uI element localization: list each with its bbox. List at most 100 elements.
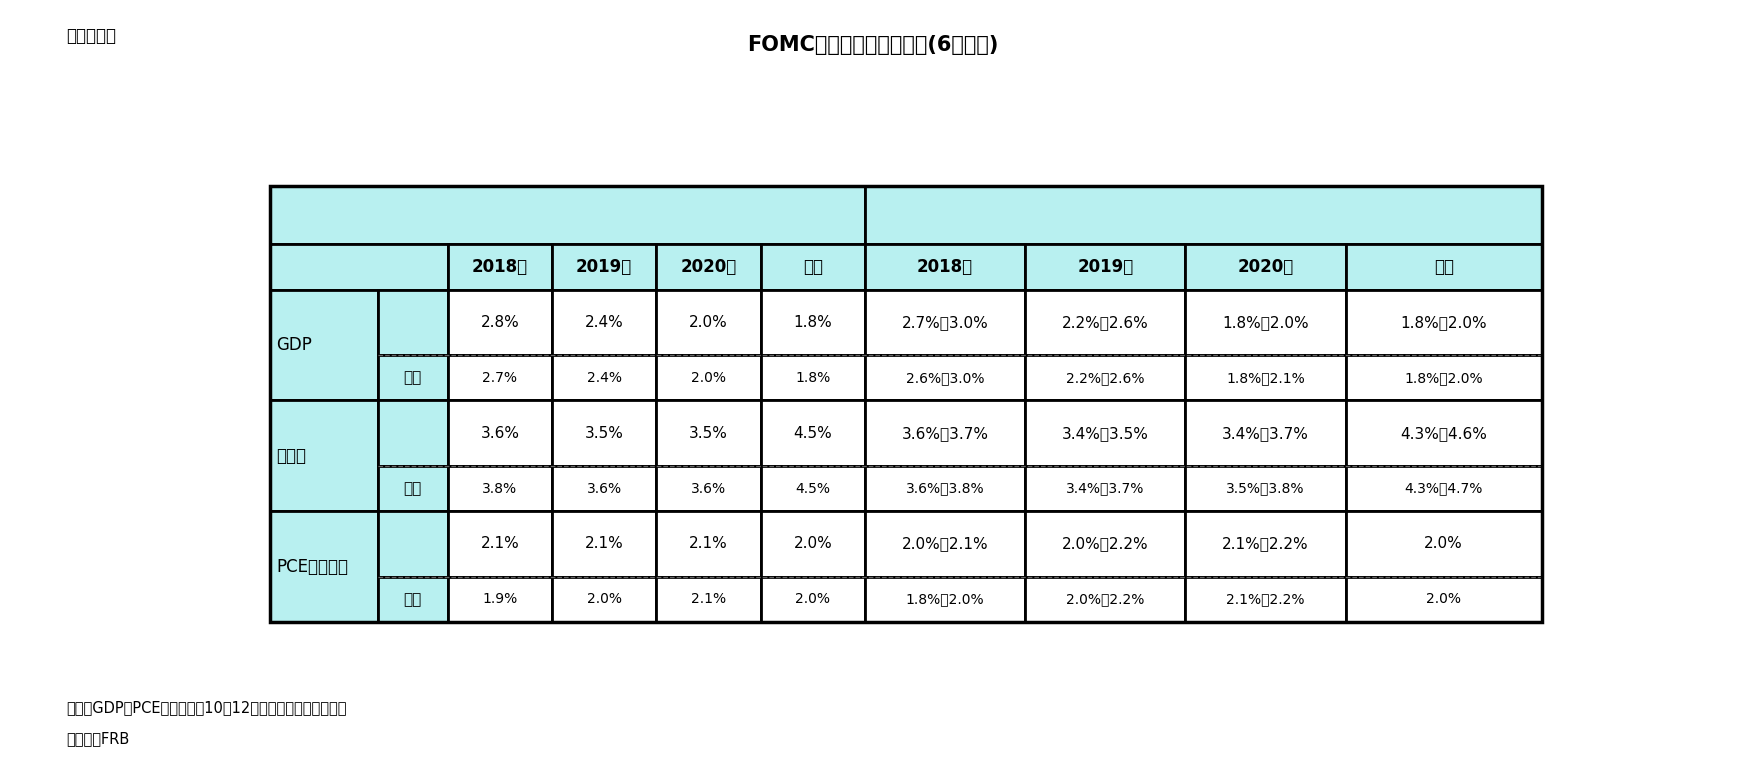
- Text: 2.2%－2.6%: 2.2%－2.6%: [1062, 315, 1149, 330]
- Bar: [1186, 289, 1346, 355]
- Text: 3.4%－3.7%: 3.4%－3.7%: [1067, 482, 1145, 496]
- Text: 3.6%: 3.6%: [480, 426, 519, 441]
- Text: 長期: 長期: [1433, 258, 1454, 276]
- Bar: [1025, 511, 1186, 577]
- Bar: [552, 400, 656, 466]
- Bar: [1186, 511, 1346, 577]
- Text: 3.5%: 3.5%: [585, 426, 623, 441]
- Text: 2.8%: 2.8%: [480, 315, 519, 330]
- Text: 1.8%－2.0%: 1.8%－2.0%: [1404, 371, 1482, 385]
- Bar: [447, 466, 552, 511]
- Bar: [864, 511, 1025, 577]
- Text: 1.9%: 1.9%: [482, 592, 517, 606]
- Bar: [377, 289, 447, 355]
- Text: 4.3%－4.7%: 4.3%－4.7%: [1404, 482, 1482, 496]
- Bar: [269, 185, 864, 244]
- Text: 2.0%: 2.0%: [794, 592, 831, 606]
- Bar: [864, 244, 1025, 289]
- Text: 3.5%－3.8%: 3.5%－3.8%: [1226, 482, 1304, 496]
- Bar: [1025, 577, 1186, 622]
- Text: 2018年: 2018年: [917, 258, 973, 276]
- Bar: [656, 244, 761, 289]
- Bar: [1346, 244, 1542, 289]
- Bar: [864, 185, 1542, 244]
- Bar: [447, 511, 552, 577]
- Bar: [552, 355, 656, 400]
- Text: （注）GDPとPCE価格指数は10－12月期の前年同期比伸び率: （注）GDPとPCE価格指数は10－12月期の前年同期比伸び率: [66, 700, 347, 715]
- Bar: [1186, 355, 1346, 400]
- Text: 2.1%: 2.1%: [691, 592, 726, 606]
- Bar: [864, 355, 1025, 400]
- Bar: [447, 355, 552, 400]
- Text: 2.0%: 2.0%: [691, 371, 726, 385]
- Text: 1.8%－2.0%: 1.8%－2.0%: [906, 592, 985, 606]
- Bar: [1025, 289, 1186, 355]
- Text: （資料）FRB: （資料）FRB: [66, 731, 129, 746]
- Bar: [761, 355, 864, 400]
- Bar: [269, 244, 447, 289]
- Bar: [1186, 577, 1346, 622]
- Bar: [269, 185, 1542, 622]
- Text: 2.4%: 2.4%: [587, 371, 622, 385]
- Bar: [447, 577, 552, 622]
- Bar: [1346, 289, 1542, 355]
- Bar: [1025, 355, 1186, 400]
- Text: 2.0%: 2.0%: [1425, 536, 1463, 552]
- Bar: [1025, 400, 1186, 466]
- Bar: [269, 289, 377, 400]
- Text: 1.8%: 1.8%: [794, 371, 831, 385]
- Bar: [761, 466, 864, 511]
- Bar: [864, 577, 1025, 622]
- Bar: [377, 466, 447, 511]
- Text: 3.8%: 3.8%: [482, 482, 517, 496]
- Bar: [1346, 466, 1542, 511]
- Bar: [447, 244, 552, 289]
- Bar: [552, 244, 656, 289]
- Text: 前回: 前回: [403, 370, 423, 386]
- Bar: [1346, 511, 1542, 577]
- Text: 2020年: 2020年: [681, 258, 737, 276]
- Text: FOMC参加者の経済見通し(6月会合): FOMC参加者の経済見通し(6月会合): [747, 35, 999, 55]
- Text: 2.2%－2.6%: 2.2%－2.6%: [1067, 371, 1145, 385]
- Bar: [761, 244, 864, 289]
- Bar: [552, 577, 656, 622]
- Text: 2.0%: 2.0%: [793, 536, 833, 552]
- Bar: [552, 466, 656, 511]
- Bar: [269, 511, 377, 622]
- Bar: [377, 577, 447, 622]
- Text: 長期: 長期: [803, 258, 822, 276]
- Text: 2019年: 2019年: [576, 258, 632, 276]
- Text: 3.4%－3.5%: 3.4%－3.5%: [1062, 426, 1149, 441]
- Bar: [1025, 244, 1186, 289]
- Bar: [656, 355, 761, 400]
- Text: 2.0%－2.1%: 2.0%－2.1%: [901, 536, 988, 552]
- Bar: [1025, 466, 1186, 511]
- Text: 2.0%－2.2%: 2.0%－2.2%: [1062, 536, 1149, 552]
- Text: PCE価格指数: PCE価格指数: [276, 557, 349, 576]
- Text: 2.1%: 2.1%: [480, 536, 519, 552]
- Bar: [864, 400, 1025, 466]
- Text: 2.0%: 2.0%: [1426, 592, 1461, 606]
- Bar: [377, 400, 447, 466]
- Text: 2.4%: 2.4%: [585, 315, 623, 330]
- Text: 2.0%: 2.0%: [587, 592, 622, 606]
- Text: 3.4%－3.7%: 3.4%－3.7%: [1222, 426, 1310, 441]
- Text: 2019年: 2019年: [1077, 258, 1133, 276]
- Bar: [761, 511, 864, 577]
- Bar: [656, 511, 761, 577]
- Bar: [864, 466, 1025, 511]
- Text: 1.8%－2.1%: 1.8%－2.1%: [1226, 371, 1304, 385]
- Text: 3.5%: 3.5%: [690, 426, 728, 441]
- Bar: [552, 289, 656, 355]
- Text: （図表１）: （図表１）: [66, 27, 117, 45]
- Text: 2.6%－3.0%: 2.6%－3.0%: [906, 371, 985, 385]
- Text: 前回: 前回: [403, 481, 423, 496]
- Text: 3.6%: 3.6%: [587, 482, 622, 496]
- Bar: [377, 511, 447, 577]
- Text: 2.7%: 2.7%: [482, 371, 517, 385]
- Text: 2.1%－2.2%: 2.1%－2.2%: [1222, 536, 1310, 552]
- Text: 3.6%－3.8%: 3.6%－3.8%: [906, 482, 985, 496]
- Text: 2.1%: 2.1%: [585, 536, 623, 552]
- Bar: [1186, 466, 1346, 511]
- Bar: [1346, 577, 1542, 622]
